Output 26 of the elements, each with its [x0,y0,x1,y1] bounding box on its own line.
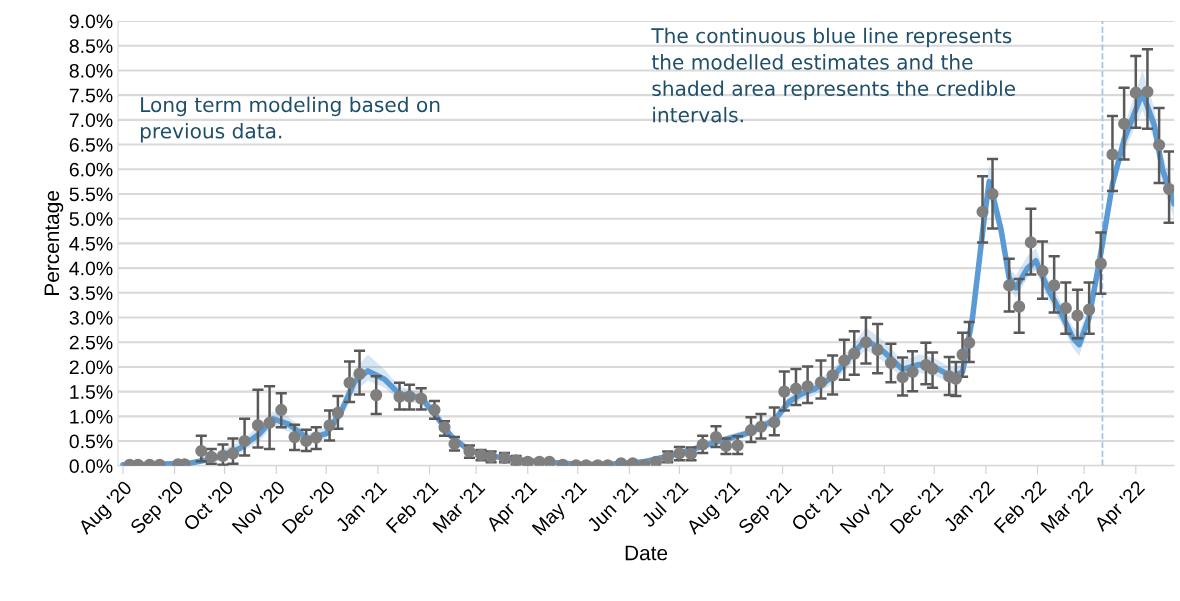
y-tick-label: 1.0% [70,409,113,424]
x-tick-label: Apr '22 [1093,480,1148,535]
y-tick-label: 7.5% [69,88,113,103]
y-tick-label: 0.0% [69,459,113,474]
y-tick-label: 8.5% [69,39,113,53]
annotation: Long term modeling based on previous data. [140,96,440,143]
y-tick-label: 3.5% [69,286,113,301]
x-tick-label: Jun '21 [586,480,639,533]
y-tick-label: 3.0% [69,311,113,325]
x-tick-label: Jul '21 [640,479,689,529]
y-axis-title: Percentage [44,191,64,295]
y-tick-label: 8.0% [69,63,113,78]
y-tick-label: 2.0% [69,360,113,375]
annotation: The continuous blue line represents the modelled estimates and the shaded area represents the credible intervals. [651,27,1016,123]
y-tick-label: 4.0% [69,261,113,276]
y-tick-label: 1.5% [70,385,113,399]
y-tick-label: 2.5% [69,335,113,350]
y-tick-label: 0.5% [69,434,113,449]
y-tick-label: 6.5% [69,138,113,152]
y-tick-label: 6.0% [69,162,113,177]
y-tick-label: 5.5% [69,187,113,202]
x-axis-title: Date [625,545,668,561]
y-tick-label: 5.0% [69,212,113,226]
y-tick-label: 4.5% [69,236,113,251]
y-tick-label: 7.0% [69,113,113,128]
y-tick-label: 9.0% [69,14,113,29]
